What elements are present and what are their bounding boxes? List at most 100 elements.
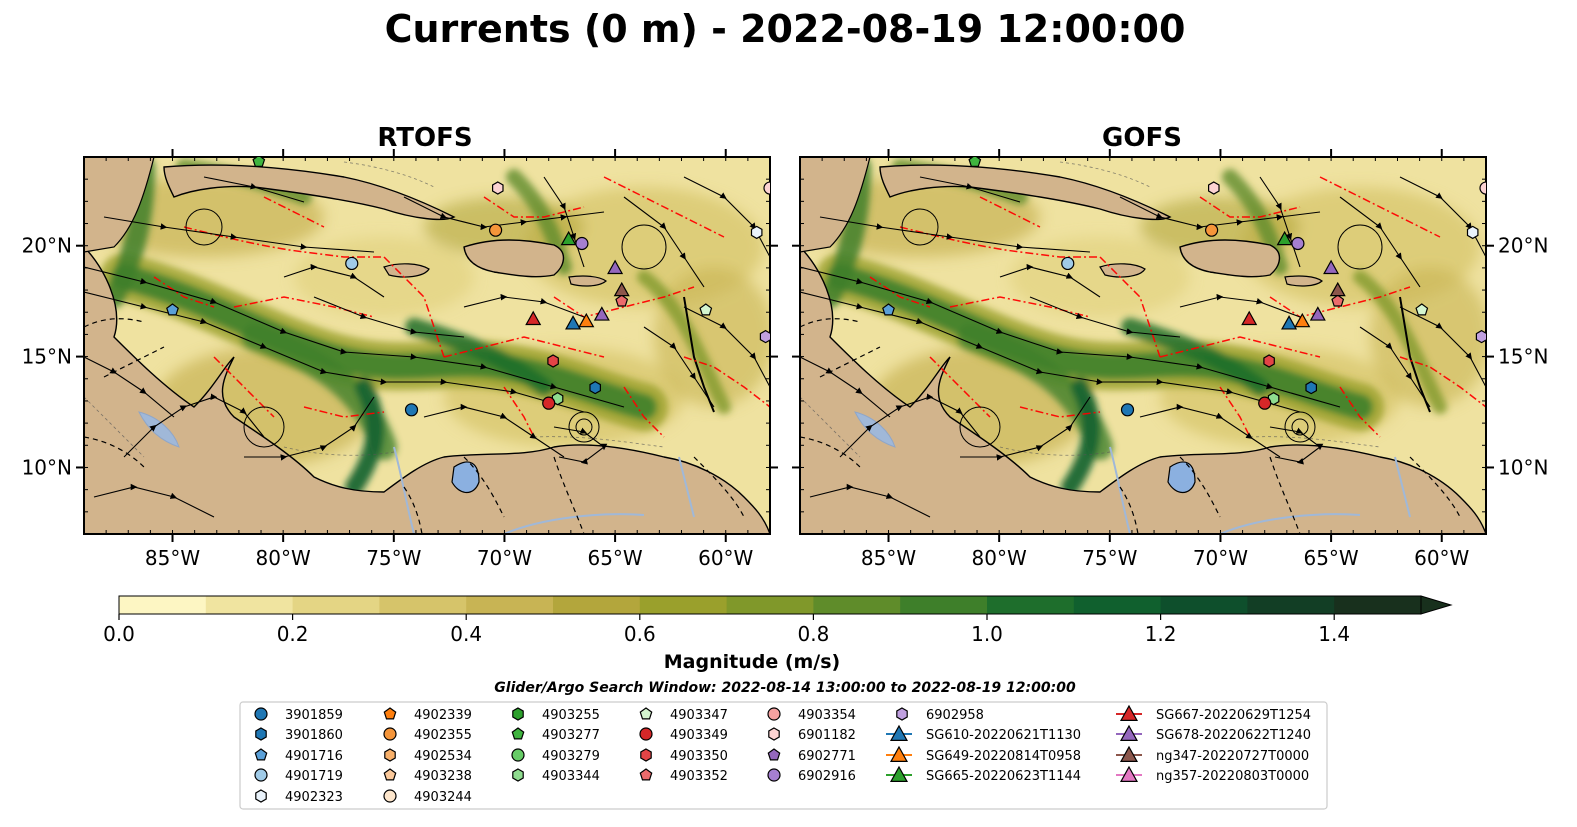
legend-marker xyxy=(512,768,524,782)
legend-marker xyxy=(889,765,909,783)
panel-frame-rtofs xyxy=(83,156,771,535)
colorbar-segment xyxy=(1334,596,1422,614)
x-tick-label: 80°W xyxy=(256,546,311,570)
legend-label: 4903349 xyxy=(670,728,728,743)
colorbar-tick-label: 0.0 xyxy=(103,622,135,646)
float-marker-4901719 xyxy=(1061,256,1075,271)
colorbar-tick-label: 1.4 xyxy=(1318,622,1350,646)
legend-marker xyxy=(512,707,524,721)
colorbar-segment xyxy=(466,596,554,614)
float-marker-6902958 xyxy=(1475,329,1486,344)
legend-marker xyxy=(640,748,652,762)
float-marker-ng347-20220727T0000 xyxy=(613,281,630,297)
float-marker-3901860 xyxy=(1305,380,1318,395)
x-tick-label: 85°W xyxy=(145,546,200,570)
legend-marker xyxy=(767,748,781,761)
map-panel-gofs xyxy=(800,157,1490,534)
x-tick-label: 80°W xyxy=(972,546,1027,570)
legend-marker xyxy=(511,727,525,740)
legend-label: 4901719 xyxy=(285,769,343,784)
colorbar-frame xyxy=(118,595,1422,615)
float-marker-4901716 xyxy=(166,303,179,316)
legend-label: 4902323 xyxy=(285,790,343,805)
float-marker-4902355 xyxy=(1204,223,1219,237)
y-tick-label: 10°N xyxy=(1498,455,1548,479)
y-tick-label: 15°N xyxy=(22,345,72,369)
markers-gofs xyxy=(882,157,1486,417)
y-tick-label: 10°N xyxy=(22,455,72,479)
colorbar-tick-label: 0.6 xyxy=(624,622,656,646)
legend-marker xyxy=(511,748,525,762)
float-marker-6902916 xyxy=(1291,236,1305,251)
float-marker-4903349 xyxy=(542,396,556,410)
colorbar-tick-label: 1.0 xyxy=(971,622,1003,646)
legend-marker xyxy=(254,748,268,761)
panel-title-gofs: GOFS xyxy=(1102,123,1182,153)
colorbar-segment xyxy=(987,596,1075,614)
x-tick-label: 75°W xyxy=(366,546,421,570)
figure-title: Currents (0 m) - 2022-08-19 12:00:00 xyxy=(385,7,1186,51)
float-marker-4903347 xyxy=(699,303,713,316)
legend-label: 6902958 xyxy=(926,708,984,723)
legend-marker xyxy=(383,768,397,781)
legend-label: SG665-20220623T1144 xyxy=(926,769,1081,784)
legend-marker xyxy=(383,789,397,803)
legend-label: 4903350 xyxy=(670,749,728,764)
legend-marker xyxy=(767,707,781,721)
colorbar-segment xyxy=(379,596,467,614)
legend-label: 4901716 xyxy=(285,749,343,764)
legend-label: 4903238 xyxy=(414,769,472,784)
legend-marker xyxy=(639,768,653,781)
float-marker-4903347 xyxy=(1415,303,1429,316)
x-tick-label: 75°W xyxy=(1082,546,1137,570)
float-marker-3901860 xyxy=(589,380,602,395)
legend-label: SG667-20220629T1254 xyxy=(1156,708,1311,723)
colorbar-segment xyxy=(726,596,814,614)
float-marker-SG610-20220621T1130 xyxy=(1281,315,1298,330)
y-tick-label: 20°N xyxy=(1498,234,1548,258)
float-marker-4903350 xyxy=(547,354,559,368)
colorbar-segment xyxy=(639,596,728,614)
float-marker-4903350 xyxy=(1263,354,1275,368)
legend-marker xyxy=(767,768,781,782)
float-marker-SG667-20220629T1254 xyxy=(1241,310,1258,326)
colorbar-extension xyxy=(1420,595,1453,615)
float-marker-4903352 xyxy=(615,294,629,307)
legend: 3901859 3901860 4901716 4901719 4902323 49023… xyxy=(254,704,1311,805)
float-marker-4903244 xyxy=(1207,181,1220,195)
legend-marker xyxy=(1119,765,1139,783)
panel-title-rtofs: RTOFS xyxy=(377,123,472,153)
colorbar-tick-label: 1.2 xyxy=(1145,622,1177,646)
float-marker-ng347-20220727T0000 xyxy=(1329,281,1346,297)
legend-label: 4903344 xyxy=(542,769,600,784)
float-marker-SG649-20220814T0958 xyxy=(578,312,595,328)
legend-label: 4903244 xyxy=(414,790,472,805)
legend-label: 4903352 xyxy=(670,769,728,784)
legend-box xyxy=(239,701,1328,810)
colorbar-segment xyxy=(1073,596,1162,614)
float-marker-6902916 xyxy=(575,236,589,251)
axes-rtofs: 85°W 80°W 75°W 70°W 65°W 60°W 20°N 15°N 10°N xyxy=(22,149,778,570)
legend-marker xyxy=(1119,704,1139,722)
float-marker-4901716 xyxy=(882,303,895,316)
legend-label: ng347-20220727T0000 xyxy=(1156,749,1309,764)
x-tick-label: 60°W xyxy=(698,546,753,570)
legend-marker xyxy=(639,707,653,720)
float-marker-SG665-20220623T1144 xyxy=(1276,230,1293,246)
x-tick-label: 65°W xyxy=(587,546,642,570)
colorbar-segment xyxy=(292,596,380,614)
legend-marker xyxy=(383,707,397,720)
legend-marker xyxy=(889,745,909,763)
legend-label: 4902355 xyxy=(414,728,472,743)
float-marker-4903277 xyxy=(968,157,982,167)
colorbar-tick-label: 0.4 xyxy=(450,622,482,646)
float-marker-SG649-20220814T0958 xyxy=(1294,312,1311,328)
colorbar-segment xyxy=(1247,596,1335,614)
legend-label: 4903354 xyxy=(798,708,856,723)
search-window-text: Glider/Argo Search Window: 2022-08-14 13… xyxy=(494,680,1076,696)
float-marker-SG678-20220622T1240 xyxy=(607,259,624,275)
float-marker-4903349 xyxy=(1258,396,1272,410)
legend-label: SG649-20220814T0958 xyxy=(926,749,1081,764)
colorbar-segment xyxy=(1160,596,1248,614)
legend-label: 3901860 xyxy=(285,728,343,743)
